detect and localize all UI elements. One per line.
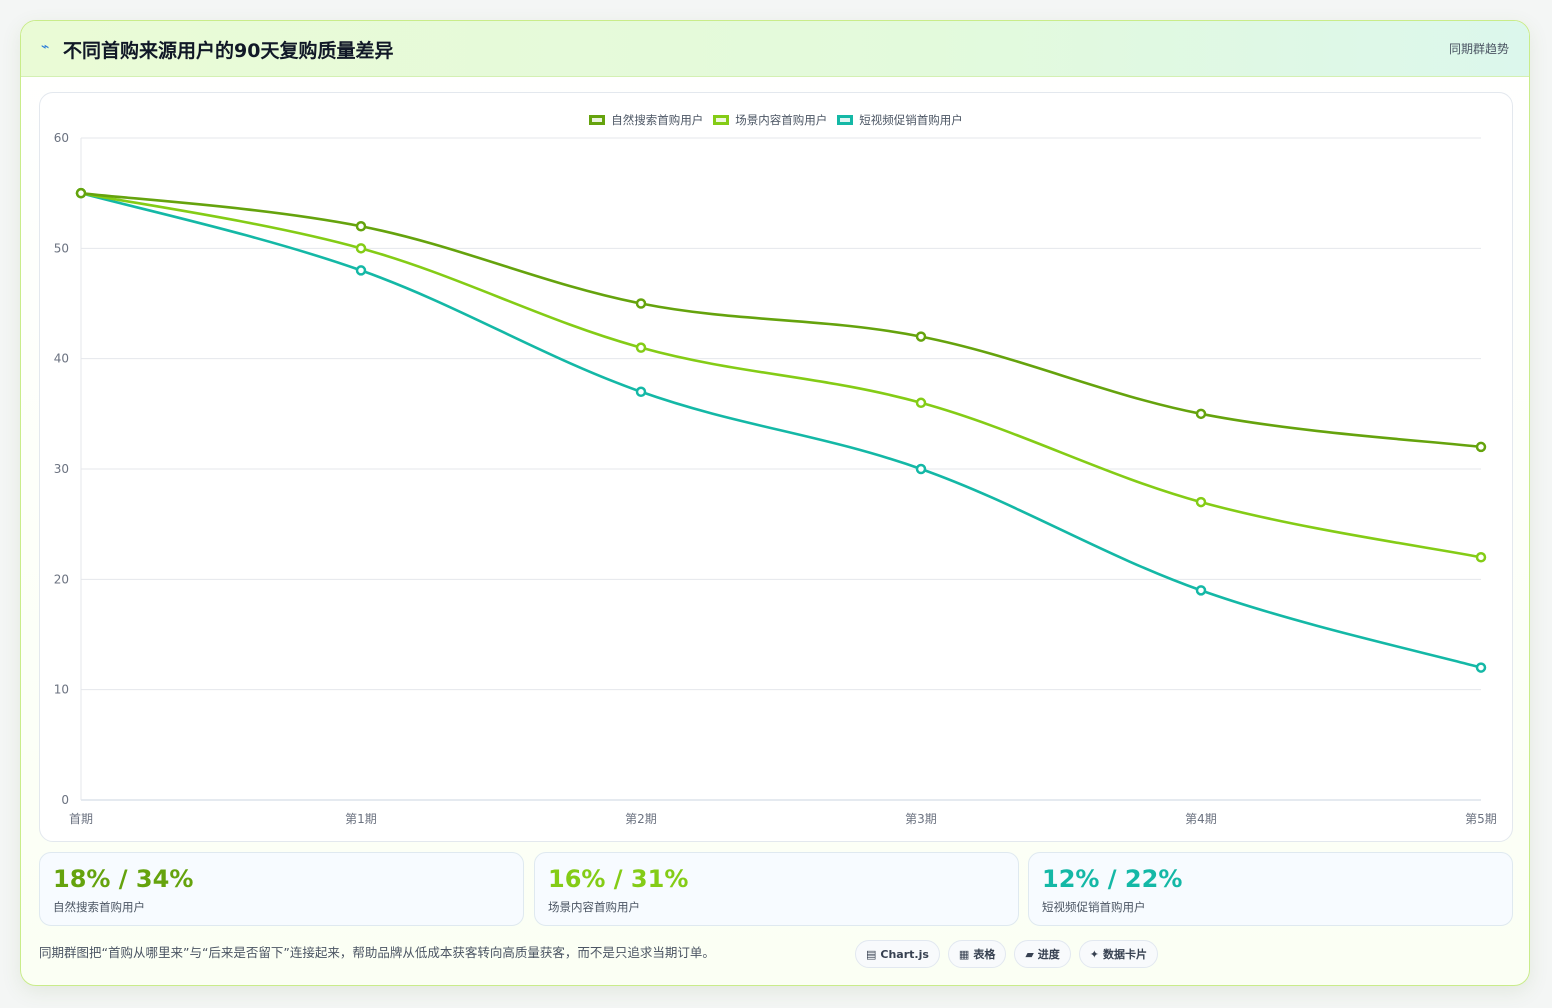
chip-label: 数据卡片 <box>1103 948 1148 961</box>
page-title: 不同首购来源用户的90天复购质量差异 <box>63 40 394 62</box>
lightning-icon: ⌁ <box>41 39 50 55</box>
series-line-1 <box>80 191 1482 559</box>
chart-icon: ▤ <box>866 947 877 961</box>
chip-table[interactable]: ▦ 表格 <box>947 940 1007 968</box>
chart-legend: 自然搜索首购用户 场景内容首购用户 短视频促销首购用户 <box>40 112 1512 128</box>
series-line-0 <box>80 191 1482 449</box>
x-tick-label: 第3期 <box>905 812 937 826</box>
stat-label: 短视频促销首购用户 <box>1042 900 1146 914</box>
data-point <box>1475 552 1487 563</box>
stat-cards: 18% / 34% 自然搜索首购用户 16% / 31% 场景内容首购用户 12… <box>39 852 1513 926</box>
legend-label-1: 场景内容首购用户 <box>735 113 828 127</box>
stat-label: 场景内容首购用户 <box>548 900 640 914</box>
chip-data-card[interactable]: ✦ 数据卡片 <box>1078 940 1159 968</box>
trend-badge: 同期群趋势 <box>1448 42 1509 56</box>
chip-chartjs[interactable]: ▤ Chart.js <box>855 940 940 968</box>
stat-value: 18% / 34% <box>53 865 194 893</box>
sparkle-icon: ✦ <box>1089 947 1100 961</box>
progress-icon: ▰ <box>1025 947 1034 961</box>
data-point <box>355 265 367 276</box>
data-point <box>1195 408 1207 420</box>
x-tick-label: 第4期 <box>1185 812 1217 826</box>
stat-card-organic: 18% / 34% 自然搜索首购用户 <box>39 852 524 926</box>
card-header: ⌁ 不同首购来源用户的90天复购质量差异 同期群趋势 <box>21 21 1529 77</box>
data-point <box>915 397 927 409</box>
tool-chips: ▤ Chart.js ▦ 表格 ▰ 进度 ✦ 数据卡片 <box>855 940 1159 968</box>
y-tick-label: 10 <box>54 683 69 697</box>
legend-item-2[interactable]: 短视频促销首购用户 <box>837 112 963 128</box>
stat-value: 12% / 22% <box>1042 865 1183 893</box>
data-point <box>1195 585 1207 596</box>
y-tick-label: 50 <box>54 241 69 255</box>
data-point <box>635 298 647 309</box>
chart-area: 0 10 20 30 40 50 60 首期 第1期 第2期 第3期 第4期 第5期 自然搜索首购用户 … <box>39 92 1513 842</box>
x-tick-label: 第5期 <box>1465 812 1497 826</box>
legend-item-1[interactable]: 场景内容首购用户 <box>713 112 827 128</box>
footer-description: 同期群图把“首购从哪里来”与“后来是否留下”连接起来，帮助品牌从低成本获客转向高… <box>39 945 715 960</box>
series-line-2 <box>80 191 1482 669</box>
chart-card: ⌁ 不同首购来源用户的90天复购质量差异 同期群趋势 0 10 20 30 40 50 60… <box>20 20 1530 986</box>
data-point <box>915 331 927 342</box>
stat-card-content: 16% / 31% 场景内容首购用户 <box>534 852 1019 926</box>
data-point <box>635 342 647 353</box>
y-tick-label: 60 <box>54 131 69 145</box>
stat-label: 自然搜索首购用户 <box>53 900 145 914</box>
legend-label-2: 短视频促销首购用户 <box>859 113 963 127</box>
data-point <box>75 187 87 199</box>
y-tick-label: 20 <box>54 572 69 586</box>
x-tick-label: 第2期 <box>625 812 657 826</box>
y-tick-label: 40 <box>54 352 69 366</box>
y-tick-label: 30 <box>54 462 69 476</box>
y-tick-label: 0 <box>61 793 69 807</box>
legend-swatch-0 <box>589 115 606 125</box>
chip-label: 表格 <box>973 948 996 961</box>
data-point <box>355 243 367 254</box>
data-point <box>1475 662 1487 673</box>
x-tick-label: 第1期 <box>345 812 377 826</box>
legend-label-0: 自然搜索首购用户 <box>611 113 704 127</box>
x-tick-label: 首期 <box>69 812 93 826</box>
legend-swatch-1 <box>713 115 730 125</box>
chip-label: Chart.js <box>880 947 929 961</box>
stat-value: 16% / 31% <box>548 865 689 893</box>
table-icon: ▦ <box>958 947 970 961</box>
chip-progress[interactable]: ▰ 进度 <box>1014 940 1071 968</box>
legend-item-0[interactable]: 自然搜索首购用户 <box>589 112 703 128</box>
data-point <box>635 386 647 398</box>
stat-card-shortvideo: 12% / 22% 短视频促销首购用户 <box>1028 852 1513 926</box>
line-chart: 0 10 20 30 40 50 60 首期 第1期 第2期 第3期 第4期 第5期 <box>54 131 1497 826</box>
data-point <box>1195 496 1207 508</box>
chip-label: 进度 <box>1037 948 1060 961</box>
data-point <box>1475 441 1487 453</box>
data-point <box>355 221 367 232</box>
legend-swatch-2 <box>837 115 854 125</box>
data-point <box>915 463 927 475</box>
